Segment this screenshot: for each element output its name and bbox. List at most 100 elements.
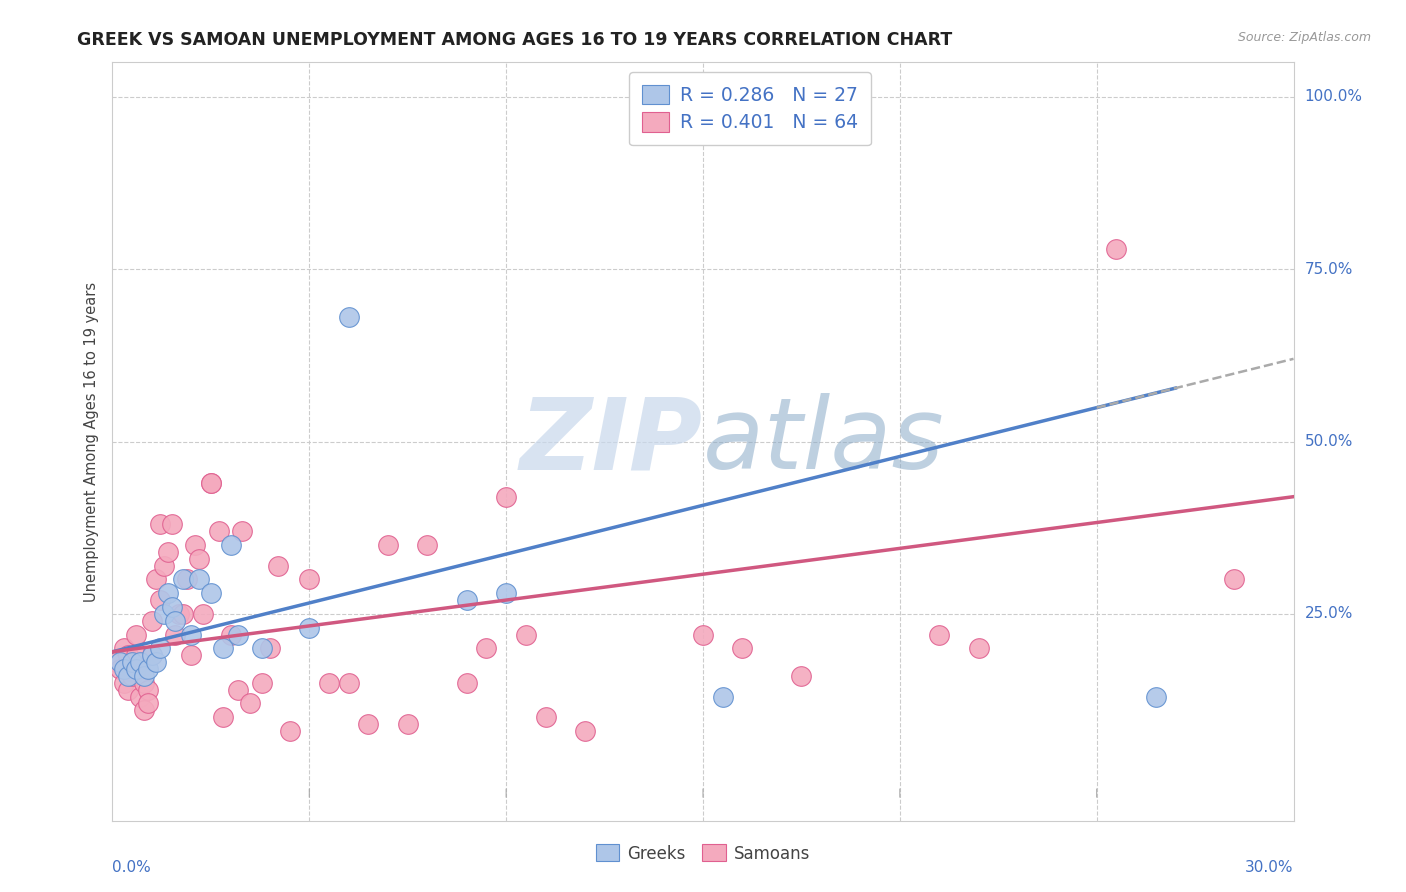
Point [132, 675, 155, 690]
Point [456, 675, 478, 690]
Point [1105, 242, 1128, 256]
Point [112, 662, 135, 676]
Point [200, 586, 222, 600]
Point [211, 710, 233, 724]
Point [239, 697, 262, 711]
Text: 100.0%: 100.0% [1305, 89, 1362, 104]
Point [165, 614, 187, 628]
Point [180, 648, 202, 663]
Point [188, 573, 211, 587]
Point [152, 558, 174, 573]
Point [172, 607, 194, 621]
Point [298, 573, 321, 587]
Point [176, 573, 198, 587]
Point [731, 641, 754, 656]
Point [396, 717, 419, 731]
Point [121, 655, 143, 669]
Point [475, 641, 498, 656]
Point [191, 607, 214, 621]
Point [188, 551, 211, 566]
Point [141, 614, 163, 628]
Text: 75.0%: 75.0% [1305, 261, 1353, 277]
Point [129, 655, 152, 669]
Point [200, 475, 222, 490]
Point [534, 710, 557, 724]
Text: 0.0%: 0.0% [112, 860, 152, 874]
Point [184, 538, 207, 552]
Point [298, 621, 321, 635]
Text: GREEK VS SAMOAN UNEMPLOYMENT AMONG AGES 16 TO 19 YEARS CORRELATION CHART: GREEK VS SAMOAN UNEMPLOYMENT AMONG AGES … [77, 31, 953, 49]
Legend: Greeks, Samoans: Greeks, Samoans [589, 838, 817, 869]
Point [125, 662, 148, 676]
Point [169, 607, 191, 621]
Point [156, 586, 179, 600]
Point [711, 690, 734, 704]
Point [136, 662, 159, 676]
Point [180, 627, 202, 641]
Point [156, 545, 179, 559]
Point [112, 641, 135, 656]
Point [117, 682, 139, 697]
Point [495, 490, 517, 504]
Point [160, 599, 183, 614]
Point [145, 573, 167, 587]
Text: 30.0%: 30.0% [1246, 860, 1294, 874]
Point [160, 517, 183, 532]
Point [928, 627, 950, 641]
Text: atlas: atlas [703, 393, 945, 490]
Point [377, 538, 399, 552]
Point [967, 641, 990, 656]
Point [141, 648, 163, 663]
Point [515, 627, 537, 641]
Point [1223, 573, 1246, 587]
Point [231, 524, 253, 538]
Point [112, 675, 135, 690]
Point [141, 648, 163, 663]
Point [132, 669, 155, 683]
Point [121, 655, 143, 669]
Point [117, 648, 139, 663]
Point [337, 310, 360, 325]
Point [337, 675, 360, 690]
Point [574, 724, 596, 739]
Point [1144, 690, 1167, 704]
Point [149, 517, 172, 532]
Point [165, 627, 187, 641]
Point [110, 655, 132, 669]
Point [172, 573, 194, 587]
Point [149, 641, 172, 656]
Point [664, 90, 686, 104]
Point [121, 669, 143, 683]
Point [129, 662, 152, 676]
Point [416, 538, 439, 552]
Point [145, 655, 167, 669]
Point [267, 558, 290, 573]
Point [219, 627, 242, 641]
Point [692, 627, 714, 641]
Point [136, 697, 159, 711]
Point [495, 586, 517, 600]
Point [250, 675, 273, 690]
Text: Source: ZipAtlas.com: Source: ZipAtlas.com [1237, 31, 1371, 45]
Point [318, 675, 340, 690]
Point [125, 648, 148, 663]
Point [259, 641, 281, 656]
Y-axis label: Unemployment Among Ages 16 to 19 years: Unemployment Among Ages 16 to 19 years [83, 282, 98, 601]
Text: ZIP: ZIP [520, 393, 703, 490]
Point [790, 669, 813, 683]
Point [228, 682, 250, 697]
Point [132, 703, 155, 717]
Text: 50.0%: 50.0% [1305, 434, 1353, 449]
Point [208, 524, 231, 538]
Point [228, 627, 250, 641]
Point [105, 655, 128, 669]
Point [211, 641, 233, 656]
Point [149, 593, 172, 607]
Point [250, 641, 273, 656]
Point [152, 607, 174, 621]
Point [357, 717, 380, 731]
Point [456, 593, 478, 607]
Point [136, 682, 159, 697]
Point [129, 690, 152, 704]
Point [117, 669, 139, 683]
